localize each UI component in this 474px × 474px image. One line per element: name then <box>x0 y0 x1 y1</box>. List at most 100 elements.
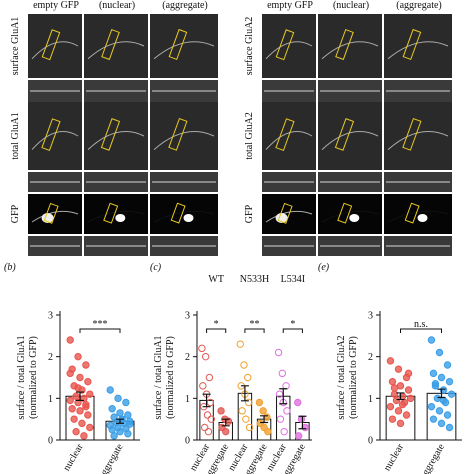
data-point <box>114 394 122 403</box>
roi-box <box>43 202 59 224</box>
roi-box <box>170 202 186 224</box>
group-label: WT <box>208 274 224 285</box>
y-tick-label: 0 <box>48 436 53 447</box>
data-point <box>406 394 415 403</box>
data-point <box>443 411 452 419</box>
significance-bracket <box>282 328 303 333</box>
data-point <box>242 415 250 423</box>
data-point <box>402 411 411 419</box>
data-point <box>124 411 132 419</box>
column-header: (nuclear) <box>99 0 135 11</box>
group-label: N533H <box>240 274 269 285</box>
data-point <box>72 427 80 436</box>
data-point <box>122 398 130 407</box>
y-axis-label: surface / total GluA2 <box>336 335 347 419</box>
data-point <box>116 427 124 436</box>
neurite <box>153 210 215 223</box>
micrograph <box>150 14 218 78</box>
data-point <box>294 398 302 407</box>
error-bar <box>202 393 211 408</box>
roi-box <box>103 202 119 224</box>
micrograph <box>150 102 218 170</box>
roi-box <box>404 202 420 224</box>
neurite <box>153 41 215 60</box>
error-bar <box>396 392 405 401</box>
data-point <box>217 407 225 415</box>
data-point <box>435 348 444 357</box>
data-point <box>222 427 230 436</box>
data-point <box>110 432 118 440</box>
neurite <box>87 210 145 223</box>
error-bar <box>298 415 307 430</box>
data-point <box>240 361 248 369</box>
data-point <box>396 382 405 390</box>
y-tick-label: 1 <box>48 394 53 405</box>
data-point <box>386 357 395 365</box>
data-point <box>78 419 86 428</box>
data-point <box>203 411 212 419</box>
micrograph <box>384 14 452 78</box>
aggregate <box>183 214 194 222</box>
column-header: (nuclear) <box>333 0 369 11</box>
y-axis-label: (normalized to GFP) <box>165 336 176 419</box>
significance: n.s. <box>414 319 428 330</box>
roi-box <box>41 29 61 61</box>
data-point <box>76 407 84 415</box>
data-point <box>388 415 397 423</box>
data-point <box>238 407 246 415</box>
aggregate <box>349 214 360 222</box>
roi-box <box>275 29 295 61</box>
data-point <box>264 427 272 436</box>
neurite <box>387 130 449 150</box>
data-point <box>74 352 82 361</box>
neurite <box>321 41 379 60</box>
y-tick-label: 2 <box>368 352 373 363</box>
data-point <box>106 386 114 394</box>
data-point <box>427 336 436 344</box>
data-point <box>236 340 244 348</box>
data-point <box>282 382 290 390</box>
data-point <box>84 377 92 386</box>
error-bar <box>437 388 446 399</box>
roi-box <box>41 118 61 151</box>
error-bar <box>260 415 269 424</box>
significance: * <box>290 319 295 330</box>
neurite <box>387 41 449 60</box>
aggregate <box>417 214 428 222</box>
y-tick-label: 1 <box>185 394 190 405</box>
significance: * <box>214 319 219 330</box>
neurite <box>321 210 379 223</box>
data-point <box>404 369 413 378</box>
data-point <box>431 380 440 388</box>
significance-bracket <box>244 328 265 333</box>
significance-bracket <box>400 328 442 333</box>
data-point <box>108 425 116 434</box>
y-tick-label: 3 <box>185 311 190 322</box>
column-header: (aggregate) <box>162 0 208 11</box>
data-point <box>66 336 74 344</box>
data-point <box>116 409 124 417</box>
group-label: L534I <box>281 274 305 285</box>
micrograph <box>318 102 382 170</box>
roi-box <box>168 117 188 151</box>
error-bar <box>76 391 84 402</box>
data-point <box>244 373 252 382</box>
row-label: total GluA2 <box>244 112 255 160</box>
data-point <box>207 415 215 423</box>
micrograph <box>84 14 148 78</box>
row-label: GFP <box>10 204 21 223</box>
data-point <box>84 411 92 419</box>
data-point <box>82 400 90 409</box>
data-point <box>427 402 436 411</box>
data-point <box>297 415 306 423</box>
data-point <box>435 407 444 415</box>
data-point <box>390 390 399 398</box>
data-point <box>126 420 134 428</box>
micrograph <box>150 194 218 234</box>
data-point <box>76 373 84 382</box>
data-point <box>445 423 454 432</box>
row-label: surface GluA2 <box>244 17 255 76</box>
data-point <box>388 377 397 386</box>
data-point <box>443 361 452 369</box>
micrograph <box>318 14 382 78</box>
